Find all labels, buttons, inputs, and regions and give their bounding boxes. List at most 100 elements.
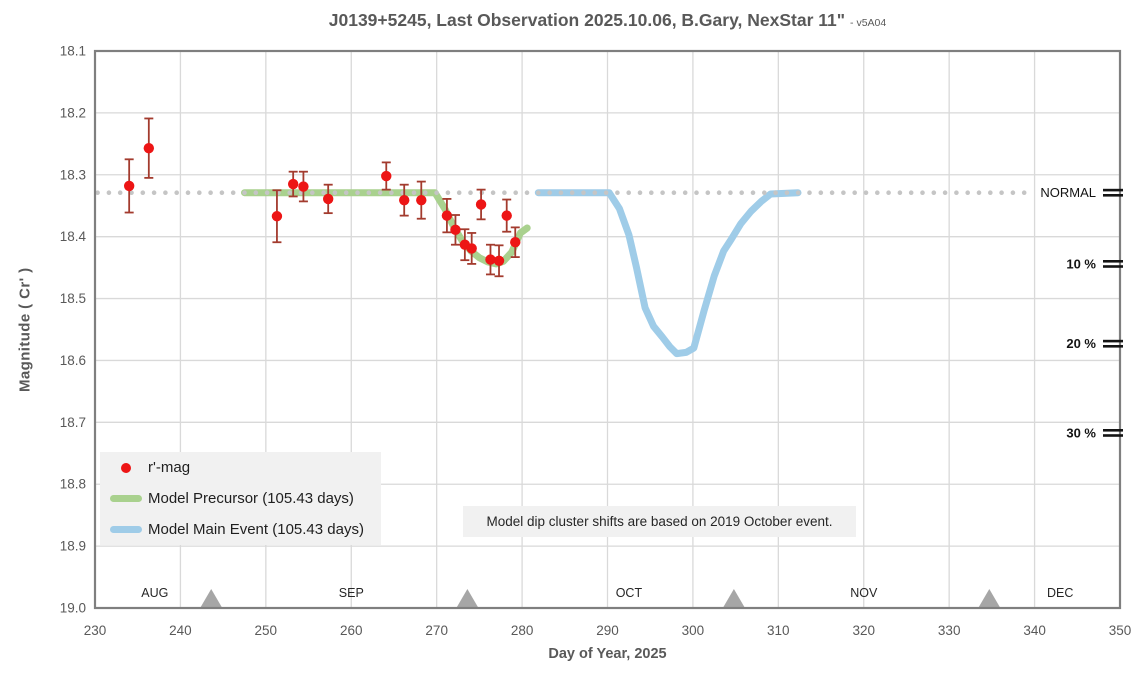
depth-scale-marker xyxy=(1103,345,1123,348)
legend-item-precursor: Model Precursor (105.43 days) xyxy=(104,484,381,514)
depth-scale-marker xyxy=(1103,260,1123,263)
main-event-line-swatch xyxy=(110,525,142,533)
month-boundary-triangle xyxy=(978,589,1000,607)
y-tick-label: 18.2 xyxy=(60,105,86,120)
normal-line-dot xyxy=(253,190,259,195)
legend-item-rmag: r'-mag xyxy=(104,453,381,483)
depth-scale-marker xyxy=(1103,188,1123,192)
normal-line-dot xyxy=(694,190,699,195)
normal-line-dot xyxy=(931,190,937,195)
legend-marker xyxy=(104,495,148,502)
legend: r'-mag Model Precursor (105.43 days) Mod… xyxy=(100,452,381,545)
month-label: AUG xyxy=(141,586,168,600)
normal-line-dot xyxy=(1010,190,1016,195)
normal-line-dot xyxy=(728,190,733,195)
month-boundary-triangle xyxy=(723,589,745,607)
normal-line-dot xyxy=(185,190,191,195)
data-point xyxy=(416,194,427,206)
normal-line-dot xyxy=(603,190,609,195)
normal-line-dot xyxy=(649,190,654,195)
normal-line-dot xyxy=(875,190,880,195)
data-point xyxy=(485,254,496,265)
x-tick-label: 290 xyxy=(596,623,619,638)
y-tick-label: 18.6 xyxy=(60,353,86,368)
normal-line-dot xyxy=(264,190,270,195)
normal-line-dot xyxy=(705,190,711,195)
depth-scale-marker xyxy=(1103,194,1123,197)
normal-line-dot xyxy=(95,190,100,195)
precursor-line-swatch xyxy=(110,495,142,502)
normal-line-dot xyxy=(581,190,586,195)
normal-line-dot xyxy=(524,190,530,195)
y-tick-label: 18.7 xyxy=(60,415,86,430)
normal-line-dot xyxy=(140,190,146,195)
y-tick-label: 18.5 xyxy=(60,291,86,306)
normal-line-dot xyxy=(445,190,451,195)
data-point xyxy=(510,237,521,248)
chart-title-version: - v5A04 xyxy=(850,17,887,29)
month-boundary-triangle xyxy=(200,589,222,607)
normal-line-dot xyxy=(637,190,643,195)
normal-line-dot xyxy=(332,190,338,195)
data-point xyxy=(298,181,309,192)
normal-line-dot xyxy=(739,190,744,195)
normal-line-dot xyxy=(343,190,349,195)
x-tick-label: 230 xyxy=(84,623,107,638)
data-point xyxy=(501,210,512,221)
normal-line-dot xyxy=(219,190,225,195)
normal-line-dot xyxy=(106,190,112,195)
normal-line-dot xyxy=(558,190,564,195)
normal-line-dot xyxy=(174,190,179,195)
y-tick-label: 18.4 xyxy=(60,229,87,244)
depth-scale-marker xyxy=(1103,265,1123,268)
normal-line-dot xyxy=(920,190,925,195)
depth-scale-label-30: 30 % xyxy=(1066,425,1096,440)
normal-line-dot xyxy=(886,190,891,195)
annotation-note: Model dip cluster shifts are based on 20… xyxy=(463,506,856,537)
normal-line-dot xyxy=(502,190,507,195)
normal-line-dot xyxy=(197,190,202,195)
x-tick-label: 300 xyxy=(682,623,705,638)
normal-line-dot xyxy=(366,190,372,195)
legend-item-main-event: Model Main Event (105.43 days) xyxy=(104,514,381,544)
plot-border xyxy=(93,49,1122,610)
normal-line-dot xyxy=(626,190,631,195)
data-point xyxy=(466,243,477,254)
data-point xyxy=(493,255,505,267)
normal-line-dot xyxy=(660,190,665,195)
normal-line-dot xyxy=(852,190,857,195)
normal-line-dot xyxy=(784,190,790,195)
normal-line-dot xyxy=(965,190,970,195)
legend-marker xyxy=(104,525,148,533)
normal-line-dot xyxy=(310,190,315,195)
data-point xyxy=(475,199,487,210)
month-label: OCT xyxy=(616,586,643,600)
chart-title-main: J0139+5245, Last Observation 2025.10.06,… xyxy=(328,10,846,30)
normal-line-dot xyxy=(423,190,428,195)
legend-marker xyxy=(104,462,148,473)
x-tick-label: 260 xyxy=(340,623,363,638)
x-tick-label: 350 xyxy=(1109,623,1132,638)
normal-line-dot xyxy=(377,190,383,195)
normal-line-dot xyxy=(615,190,620,195)
normal-line-dot xyxy=(988,190,993,195)
depth-scale-label-20: 20 % xyxy=(1066,336,1096,351)
y-axis-title: Magnitude ( Cr' ) xyxy=(16,267,34,392)
normal-line-dot xyxy=(908,190,914,195)
normal-line-dot xyxy=(954,190,959,195)
normal-line-dot xyxy=(897,190,903,195)
y-tick-label: 18.9 xyxy=(60,539,86,554)
data-point xyxy=(381,170,392,182)
normal-line-dot xyxy=(513,190,518,195)
data-point xyxy=(322,193,334,205)
normal-line-dot xyxy=(942,190,948,195)
rmag-dot-swatch xyxy=(121,462,131,473)
normal-line-dot xyxy=(863,190,869,195)
normal-line-dot xyxy=(829,190,835,195)
month-label: DEC xyxy=(1047,586,1073,600)
month-boundary-triangle xyxy=(456,589,478,607)
y-tick-label: 19.0 xyxy=(60,601,86,616)
normal-line-dot xyxy=(321,190,326,195)
